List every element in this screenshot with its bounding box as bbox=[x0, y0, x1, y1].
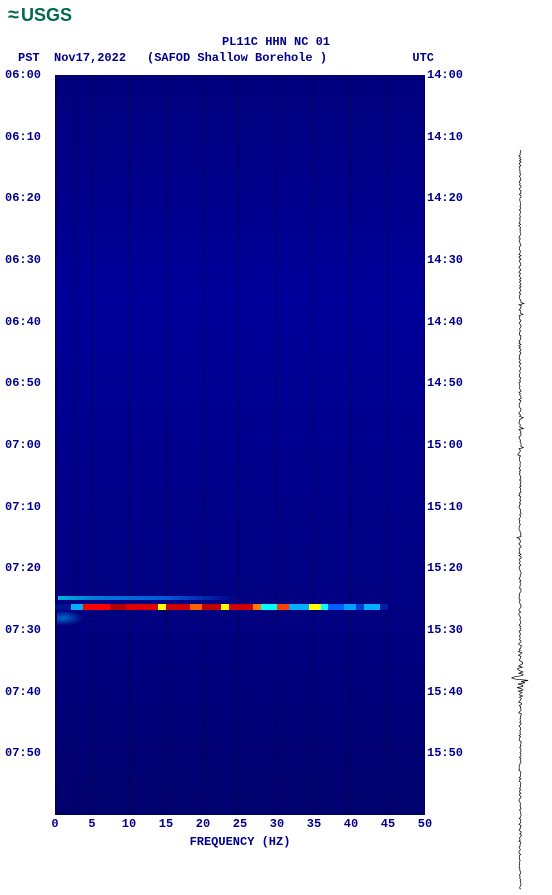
event-coda bbox=[57, 609, 87, 627]
frequency-axis: 05101520253035404550 bbox=[55, 817, 425, 833]
freq-tick: 15 bbox=[159, 817, 173, 831]
pst-tick: 06:20 bbox=[5, 191, 41, 205]
utc-tick: 14:10 bbox=[427, 130, 463, 144]
plot-header: PL11C HHN NC 01 PST Nov17,2022 (SAFOD Sh… bbox=[0, 31, 552, 71]
utc-tick: 15:00 bbox=[427, 438, 463, 452]
freq-tick: 25 bbox=[233, 817, 247, 831]
pst-label: PST bbox=[18, 51, 40, 65]
freq-tick: 5 bbox=[88, 817, 95, 831]
utc-tick: 15:40 bbox=[427, 685, 463, 699]
seismogram-trace bbox=[492, 150, 548, 890]
utc-tick: 15:50 bbox=[427, 746, 463, 760]
pst-date: PST Nov17,2022 bbox=[18, 51, 126, 65]
utc-tick: 15:10 bbox=[427, 500, 463, 514]
frequency-axis-label: FREQUENCY (HZ) bbox=[55, 835, 425, 849]
pst-tick: 07:30 bbox=[5, 623, 41, 637]
spectrogram-plot: 06:0006:1006:2006:3006:4006:5007:0007:10… bbox=[55, 75, 425, 815]
utc-tick: 14:50 bbox=[427, 376, 463, 390]
pst-tick: 06:00 bbox=[5, 68, 41, 82]
freq-tick: 50 bbox=[418, 817, 432, 831]
freq-tick: 0 bbox=[51, 817, 58, 831]
pst-tick: 07:00 bbox=[5, 438, 41, 452]
utc-tick: 14:20 bbox=[427, 191, 463, 205]
pst-tick: 06:40 bbox=[5, 315, 41, 329]
date-label: Nov17,2022 bbox=[54, 51, 126, 65]
utc-label: UTC bbox=[412, 51, 434, 65]
utc-tick: 15:30 bbox=[427, 623, 463, 637]
event-spectral-band bbox=[55, 604, 388, 610]
freq-tick: 10 bbox=[122, 817, 136, 831]
event-precursor bbox=[58, 596, 238, 600]
freq-tick: 20 bbox=[196, 817, 210, 831]
freq-tick: 35 bbox=[307, 817, 321, 831]
pst-tick: 06:50 bbox=[5, 376, 41, 390]
freq-tick: 30 bbox=[270, 817, 284, 831]
freq-tick: 45 bbox=[381, 817, 395, 831]
pst-tick: 06:30 bbox=[5, 253, 41, 267]
pst-axis: 06:0006:1006:2006:3006:4006:5007:0007:10… bbox=[5, 75, 53, 815]
pst-tick: 07:10 bbox=[5, 500, 41, 514]
spectrogram-grid bbox=[55, 75, 425, 815]
utc-tick: 14:30 bbox=[427, 253, 463, 267]
usgs-logo-text: USGS bbox=[21, 5, 72, 26]
pst-tick: 07:50 bbox=[5, 746, 41, 760]
utc-axis: 14:0014:1014:2014:3014:4014:5015:0015:10… bbox=[427, 75, 471, 815]
usgs-logo: ≈ USGS bbox=[0, 0, 552, 31]
utc-tick: 15:20 bbox=[427, 561, 463, 575]
station-subtitle: (SAFOD Shallow Borehole ) bbox=[147, 51, 327, 65]
utc-tick: 14:40 bbox=[427, 315, 463, 329]
station-title: PL11C HHN NC 01 bbox=[222, 35, 330, 49]
freq-tick: 40 bbox=[344, 817, 358, 831]
pst-tick: 07:40 bbox=[5, 685, 41, 699]
utc-tick: 14:00 bbox=[427, 68, 463, 82]
pst-tick: 06:10 bbox=[5, 130, 41, 144]
usgs-wave-icon: ≈ bbox=[8, 4, 17, 27]
pst-tick: 07:20 bbox=[5, 561, 41, 575]
